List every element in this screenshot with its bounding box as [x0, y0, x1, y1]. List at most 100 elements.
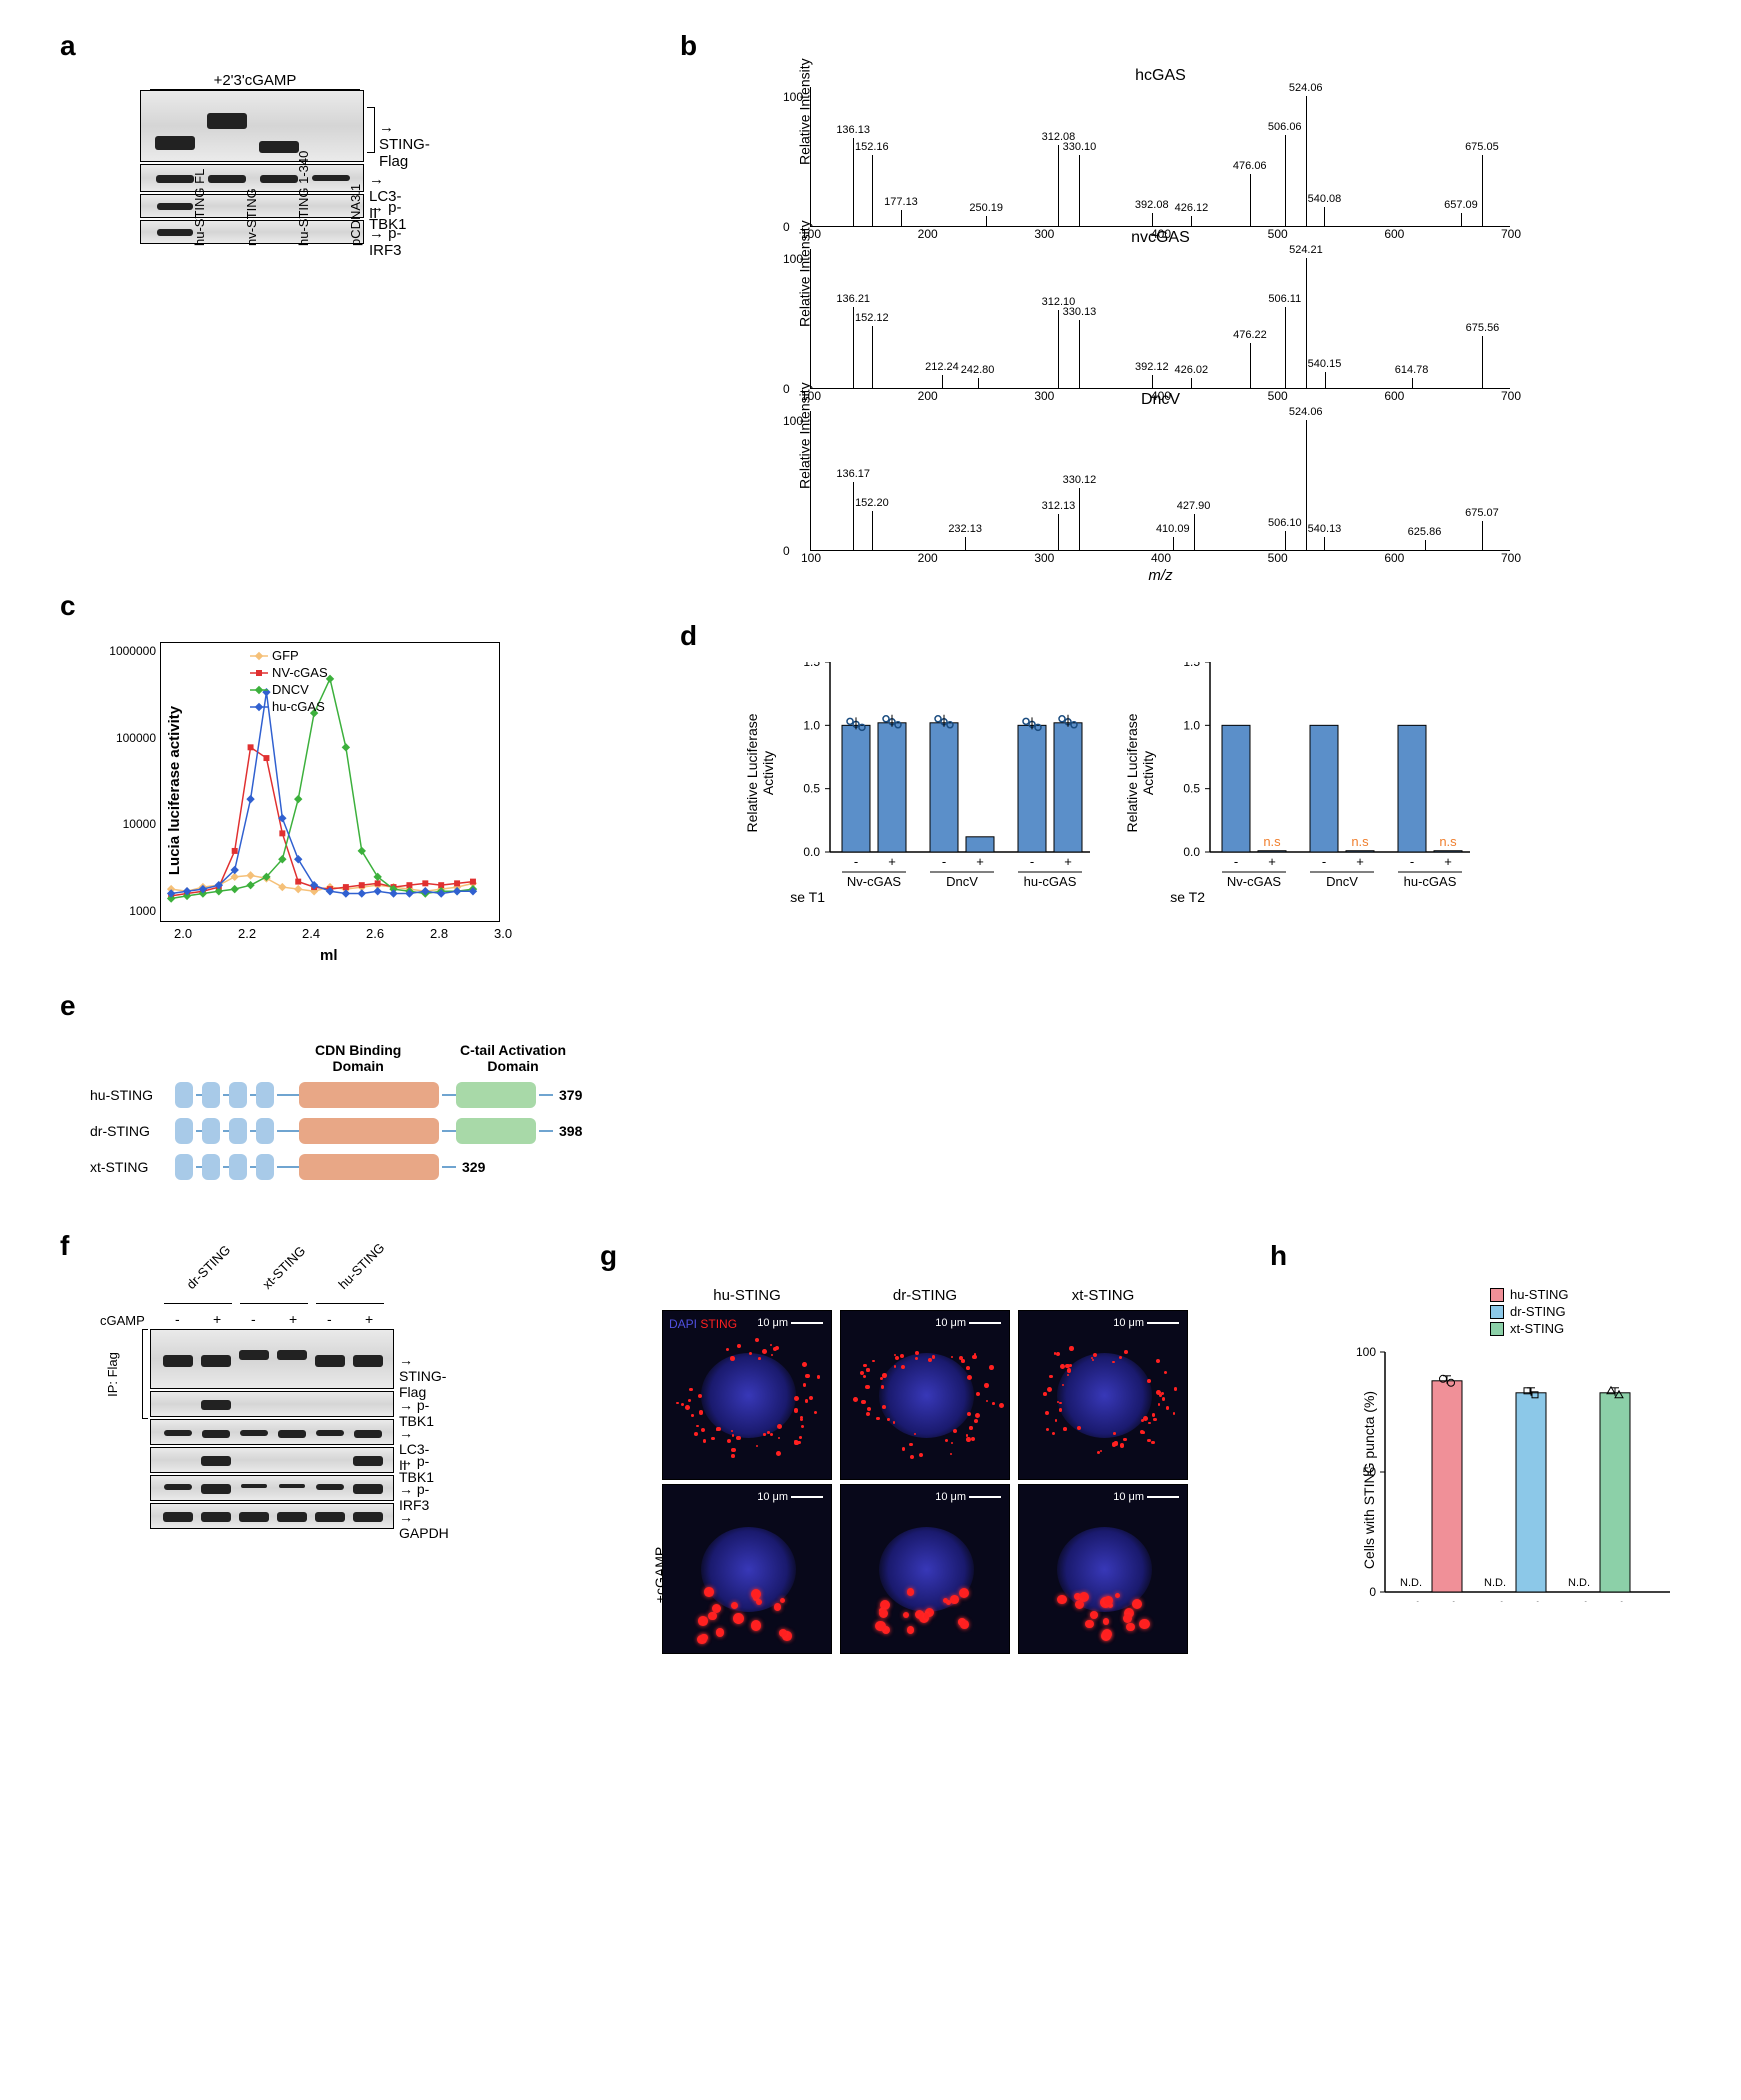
ms-ylabel: Relative Intensity [796, 382, 812, 489]
blot-band [316, 1484, 344, 1490]
ms-peak [1325, 372, 1326, 388]
peak-label: 540.08 [1308, 193, 1342, 205]
cdn-domain [299, 1118, 439, 1144]
blot-band [201, 1484, 231, 1494]
panel-c-xlabel: ml [320, 947, 338, 964]
blot-band [277, 1512, 307, 1522]
blot-band [239, 1512, 269, 1522]
peak-label: 330.10 [1063, 141, 1097, 153]
svg-text:- cGAMP: - cGAMP [1550, 1598, 1594, 1602]
ms-plot-title: hcGAS [1135, 67, 1186, 85]
peak-label: 540.13 [1308, 523, 1342, 535]
blot-band [163, 1512, 193, 1522]
tm-domain [229, 1082, 247, 1108]
ms-xtick: 300 [1034, 389, 1054, 403]
svg-text:+: + [1064, 854, 1072, 869]
condition-label: + [289, 1311, 297, 1327]
blot-band [354, 1430, 382, 1438]
svg-text:-: - [1234, 854, 1238, 869]
svg-text:hu-cGAS: hu-cGAS [1404, 874, 1457, 889]
svg-text:+ cGAMP: + cGAMP [1584, 1598, 1630, 1602]
ms-ytick: 100 [783, 414, 803, 428]
ms-ytick: 100 [783, 90, 803, 104]
panel-e-rows: hu-STING379dr-STING398xt-STING329 [90, 1082, 582, 1180]
ms-peak [1324, 207, 1325, 227]
peak-label: 524.21 [1289, 244, 1323, 256]
blot-band [239, 1350, 269, 1360]
peak-label: 330.12 [1063, 474, 1097, 486]
treatment-label: cGAMP [100, 1313, 145, 1328]
panel-a: a +2'3'cGAMP → STING-Flag→ LC3-II→ p-TBK… [60, 30, 340, 336]
ms-peak [853, 138, 854, 226]
peak-label: 625.86 [1408, 526, 1442, 538]
ms-xtick: 300 [1034, 551, 1054, 565]
ms-peak [1173, 537, 1174, 550]
scale-bar: 10 μm [1113, 1317, 1179, 1329]
svg-text:-: - [854, 854, 858, 869]
svg-text:Rnase T1: Rnase T1 [790, 889, 825, 905]
bar-subchart: 0.00.51.01.5-+Nv-cGAS-+DncV-+hu-cGASRnas… [790, 662, 1090, 917]
scale-bar: 10 μm [757, 1491, 823, 1503]
ms-plot-title: nvcGAS [1131, 229, 1190, 247]
blot-row: → GAPDH [150, 1503, 394, 1529]
svg-text:n.s: n.s [1351, 834, 1369, 849]
ytick: 10000 [123, 817, 156, 831]
panel-c-chart [160, 642, 500, 922]
ms-peak [1191, 216, 1192, 226]
blot-band [163, 1355, 193, 1367]
ms-peak [1285, 135, 1286, 226]
blot-row: → p-TBK1 [150, 1391, 394, 1417]
ms-peak [872, 326, 873, 388]
ms-peak [1306, 96, 1307, 226]
ms-peak [1250, 343, 1251, 389]
domain-header: CDN BindingDomain [315, 1042, 401, 1074]
peak-label: 136.17 [836, 468, 870, 480]
blot-band [155, 136, 195, 150]
ms-peak [1058, 514, 1059, 550]
tm-domain [175, 1154, 193, 1180]
cdn-domain [299, 1082, 439, 1108]
ms-xtick: 200 [918, 227, 938, 241]
bar-ylabel: Relative LuciferaseActivity [1124, 713, 1156, 833]
blot-row-label: → GAPDH [399, 1509, 449, 1541]
blot-band [202, 1430, 230, 1438]
tm-domain [175, 1082, 193, 1108]
domain-header: C-tail ActivationDomain [460, 1042, 566, 1074]
condition-label: + [213, 1311, 221, 1327]
peak-label: 152.20 [855, 497, 889, 509]
blot-band [157, 203, 193, 210]
ms-ylabel: Relative Intensity [796, 58, 812, 165]
ms-peak [1482, 155, 1483, 227]
ms-peak [1324, 537, 1325, 550]
ms-peak [872, 511, 873, 550]
figure-root: a +2'3'cGAMP → STING-Flag→ LC3-II→ p-TBK… [40, 30, 1701, 2070]
blot-band [279, 1484, 305, 1488]
svg-text:+: + [1268, 854, 1276, 869]
blot-band [353, 1355, 383, 1367]
ms-xtick: 600 [1384, 227, 1404, 241]
ms-ylabel: Relative Intensity [796, 220, 812, 327]
bar-subchart: 0.00.51.01.5-n.s+Nv-cGAS-n.s+DncV-n.s+hu… [1170, 662, 1470, 917]
ms-xtick: 700 [1501, 227, 1521, 241]
peak-label: 675.05 [1465, 141, 1499, 153]
xtick: 2.0 [174, 926, 192, 941]
tm-domain [202, 1082, 220, 1108]
condition-label: - [327, 1311, 332, 1327]
ytick: 100000 [116, 731, 156, 745]
ms-peak [1194, 514, 1195, 550]
length-label: 398 [559, 1123, 582, 1139]
peak-label: 232.13 [948, 523, 982, 535]
blot-band [207, 113, 247, 129]
blot-row: → p-TBK1 [150, 1447, 394, 1473]
peak-label: 476.22 [1233, 329, 1267, 341]
sting-domain-row: dr-STING398 [90, 1118, 582, 1144]
svg-text:+: + [888, 854, 896, 869]
ms-plot: hcGASRelative Intensity0100136.13152.161… [810, 87, 1510, 227]
peak-label: 614.78 [1395, 364, 1429, 376]
blot-row: → STING-Flag [150, 1329, 394, 1389]
micro-col-label: hu-STING [660, 1287, 834, 1304]
svg-text:0.5: 0.5 [1183, 782, 1200, 796]
svg-text:-: - [1030, 854, 1034, 869]
ms-plot: nvcGASRelative Intensity0100136.21152.12… [810, 249, 1510, 389]
micro-col-label: dr-STING [838, 1287, 1012, 1304]
